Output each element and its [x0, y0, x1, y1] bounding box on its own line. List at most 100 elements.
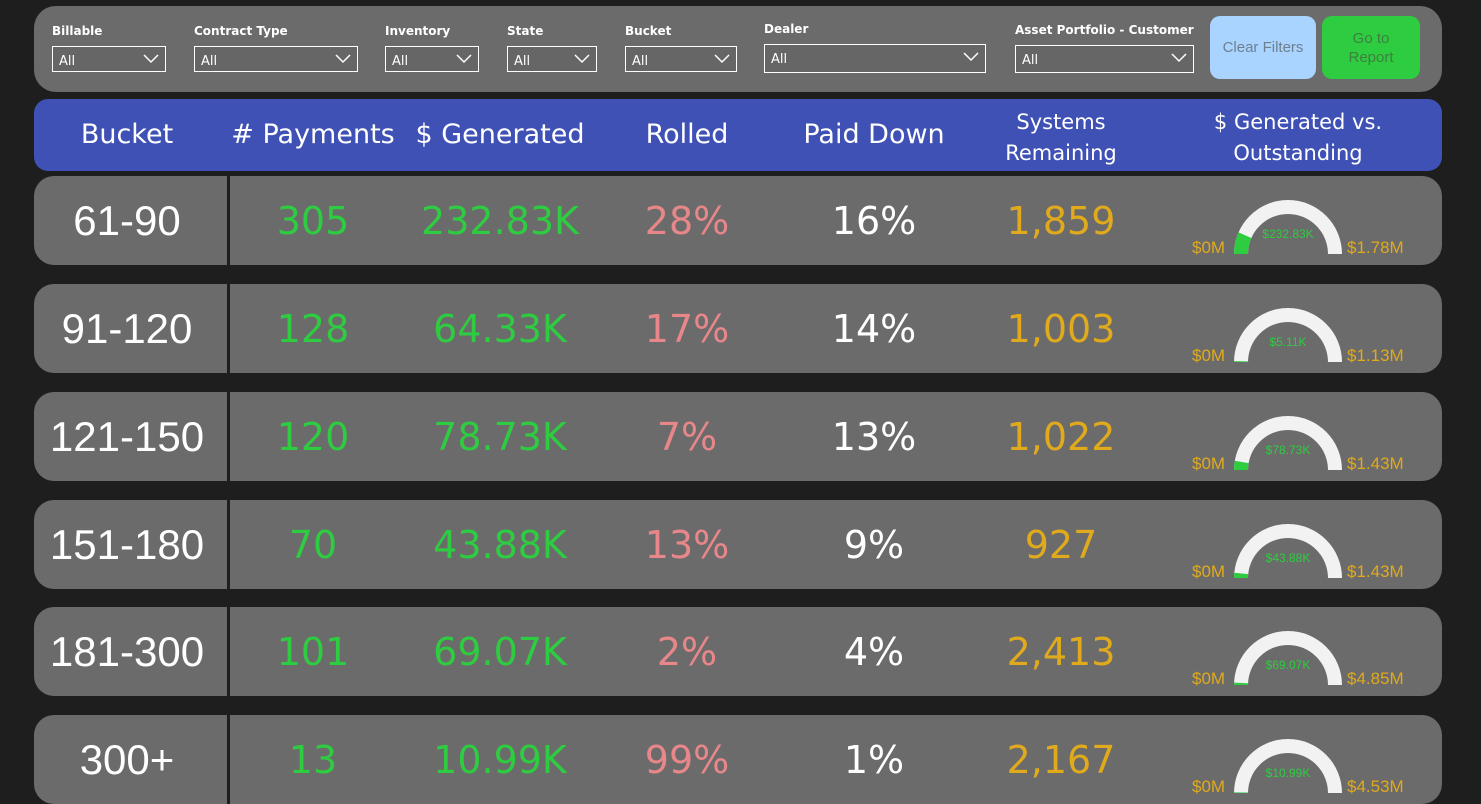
rolled-cell: 13% [644, 522, 730, 567]
gauge-max-label: $1.13M [1347, 346, 1404, 365]
clear-filters-button[interactable]: Clear Filters [1210, 16, 1316, 79]
generated-cell: 78.73K [433, 414, 567, 459]
dealer-dropdown[interactable]: All [764, 44, 986, 73]
chevron-down-icon [1171, 53, 1187, 63]
header-generated: $ Generated [415, 119, 585, 150]
gauge-max-label: $4.53M [1347, 777, 1404, 796]
header-systems-remaining: Systems Remaining [1005, 107, 1117, 169]
generated-vs-outstanding-gauge: $0M $4.85M $69.07K [1188, 617, 1418, 693]
row-divider [227, 284, 230, 373]
asset-portfolio-dropdown[interactable]: All [1015, 45, 1194, 73]
chevron-down-icon [456, 54, 472, 64]
generated-vs-outstanding-gauge: $0M $1.13M $5.11K [1188, 294, 1418, 370]
dropdown-value: All [392, 54, 409, 69]
dropdown-value: All [514, 54, 531, 69]
gauge-fill [1234, 232, 1252, 254]
bucket-cell: 181-300 [49, 627, 205, 675]
gauge-track [1234, 308, 1342, 362]
payments-cell: 128 [276, 306, 350, 351]
dropdown-value: All [771, 52, 788, 67]
slicer-label: Bucket [625, 24, 672, 38]
go-to-report-button[interactable]: Go to Report [1322, 16, 1420, 79]
bucket-cell: 121-150 [49, 412, 205, 460]
gauge-min-label: $0M [1192, 346, 1226, 365]
chevron-down-icon [143, 54, 159, 64]
generated-vs-outstanding-gauge: $0M $1.43M $43.88K [1188, 510, 1418, 586]
generated-vs-outstanding-gauge: $0M $4.53M $10.99K [1188, 725, 1418, 801]
gauge-track [1234, 524, 1342, 578]
gauge-max-label: $1.78M [1347, 238, 1404, 257]
paid-down-cell: 4% [843, 629, 905, 674]
billable-dropdown[interactable]: All [52, 46, 166, 72]
rolled-cell: 28% [644, 198, 730, 243]
table-row: 91-120 128 64.33K 17% 14% 1,003 $0M $1.13M $5.11… [34, 284, 1442, 373]
gauge-track [1234, 416, 1342, 470]
generated-cell: 232.83K [421, 198, 579, 243]
row-divider [227, 607, 230, 696]
rolled-cell: 7% [656, 414, 718, 459]
gauge-fill [1234, 361, 1249, 362]
gauge-min-label: $0M [1192, 562, 1226, 581]
header-rolled: Rolled [645, 119, 729, 150]
rolled-cell: 2% [656, 629, 718, 674]
payments-cell: 101 [276, 629, 350, 674]
gauge-fill [1234, 792, 1249, 793]
generated-vs-outstanding-gauge: $0M $1.78M $232.83K [1188, 186, 1418, 262]
chevron-down-icon [714, 54, 730, 64]
chevron-down-icon [574, 54, 590, 64]
header-generated-vs-outstanding: $ Generated vs. Outstanding [1214, 107, 1382, 169]
gauge-track [1234, 200, 1342, 254]
generated-cell: 10.99K [433, 737, 567, 782]
rolled-cell: 99% [644, 737, 730, 782]
slicer-label: Inventory [385, 24, 451, 38]
table-row: 151-180 70 43.88K 13% 9% 927 $0M $1.43M $43.88K [34, 500, 1442, 589]
header-systems-line1: Systems [1016, 110, 1106, 134]
inventory-dropdown[interactable]: All [385, 46, 479, 72]
generated-vs-outstanding-gauge: $0M $1.43M $78.73K [1188, 402, 1418, 478]
slicer-label: State [507, 24, 544, 38]
table-row: 121-150 120 78.73K 7% 13% 1,022 $0M $1.43M $78.7… [34, 392, 1442, 481]
contract-type-dropdown[interactable]: All [194, 46, 358, 72]
payments-cell: 70 [288, 522, 338, 567]
slicer-label: Asset Portfolio - Customer [1015, 23, 1194, 37]
go-to-report-label-line1: Go to [1352, 29, 1390, 47]
systems-remaining-cell: 2,413 [1006, 629, 1116, 674]
table-header: Bucket # Payments $ Generated Rolled Pai… [34, 99, 1442, 171]
systems-remaining-cell: 2,167 [1006, 737, 1116, 782]
gauge-max-label: $4.85M [1347, 669, 1404, 688]
gauge-value-label: $5.11K [1269, 335, 1307, 349]
payments-cell: 120 [276, 414, 350, 459]
gauge-fill [1234, 572, 1249, 578]
bucket-dropdown[interactable]: All [625, 46, 737, 72]
state-dropdown[interactable]: All [507, 46, 597, 72]
generated-cell: 64.33K [433, 306, 567, 351]
gauge-arc [1234, 308, 1342, 362]
gauge-value-label: $78.73K [1265, 443, 1311, 457]
gauge-max-label: $1.43M [1347, 454, 1404, 473]
generated-cell: 69.07K [433, 629, 567, 674]
bucket-cell: 151-180 [49, 520, 205, 568]
header-gauge-line2: Outstanding [1233, 141, 1363, 165]
gauge-arc [1234, 200, 1342, 254]
gauge-arc [1234, 524, 1342, 578]
gauge-arc [1234, 416, 1342, 470]
gauge-value-label: $43.88K [1265, 551, 1311, 565]
dropdown-value: All [1022, 53, 1039, 68]
chevron-down-icon [335, 54, 351, 64]
generated-cell: 43.88K [433, 522, 567, 567]
systems-remaining-cell: 1,022 [1006, 414, 1116, 459]
header-gauge-line1: $ Generated vs. [1213, 110, 1383, 134]
row-divider [227, 715, 230, 804]
dropdown-value: All [201, 54, 218, 69]
payments-cell: 13 [288, 737, 338, 782]
paid-down-cell: 1% [843, 737, 905, 782]
slicer-label: Contract Type [194, 24, 288, 38]
slicer-label: Billable [52, 24, 103, 38]
gauge-max-label: $1.43M [1347, 562, 1404, 581]
gauge-min-label: $0M [1192, 777, 1226, 796]
dropdown-value: All [59, 54, 76, 69]
gauge-fill [1234, 682, 1249, 685]
header-paid-down: Paid Down [803, 119, 945, 150]
systems-remaining-cell: 927 [1024, 522, 1098, 567]
bucket-cell: 300+ [79, 735, 175, 783]
